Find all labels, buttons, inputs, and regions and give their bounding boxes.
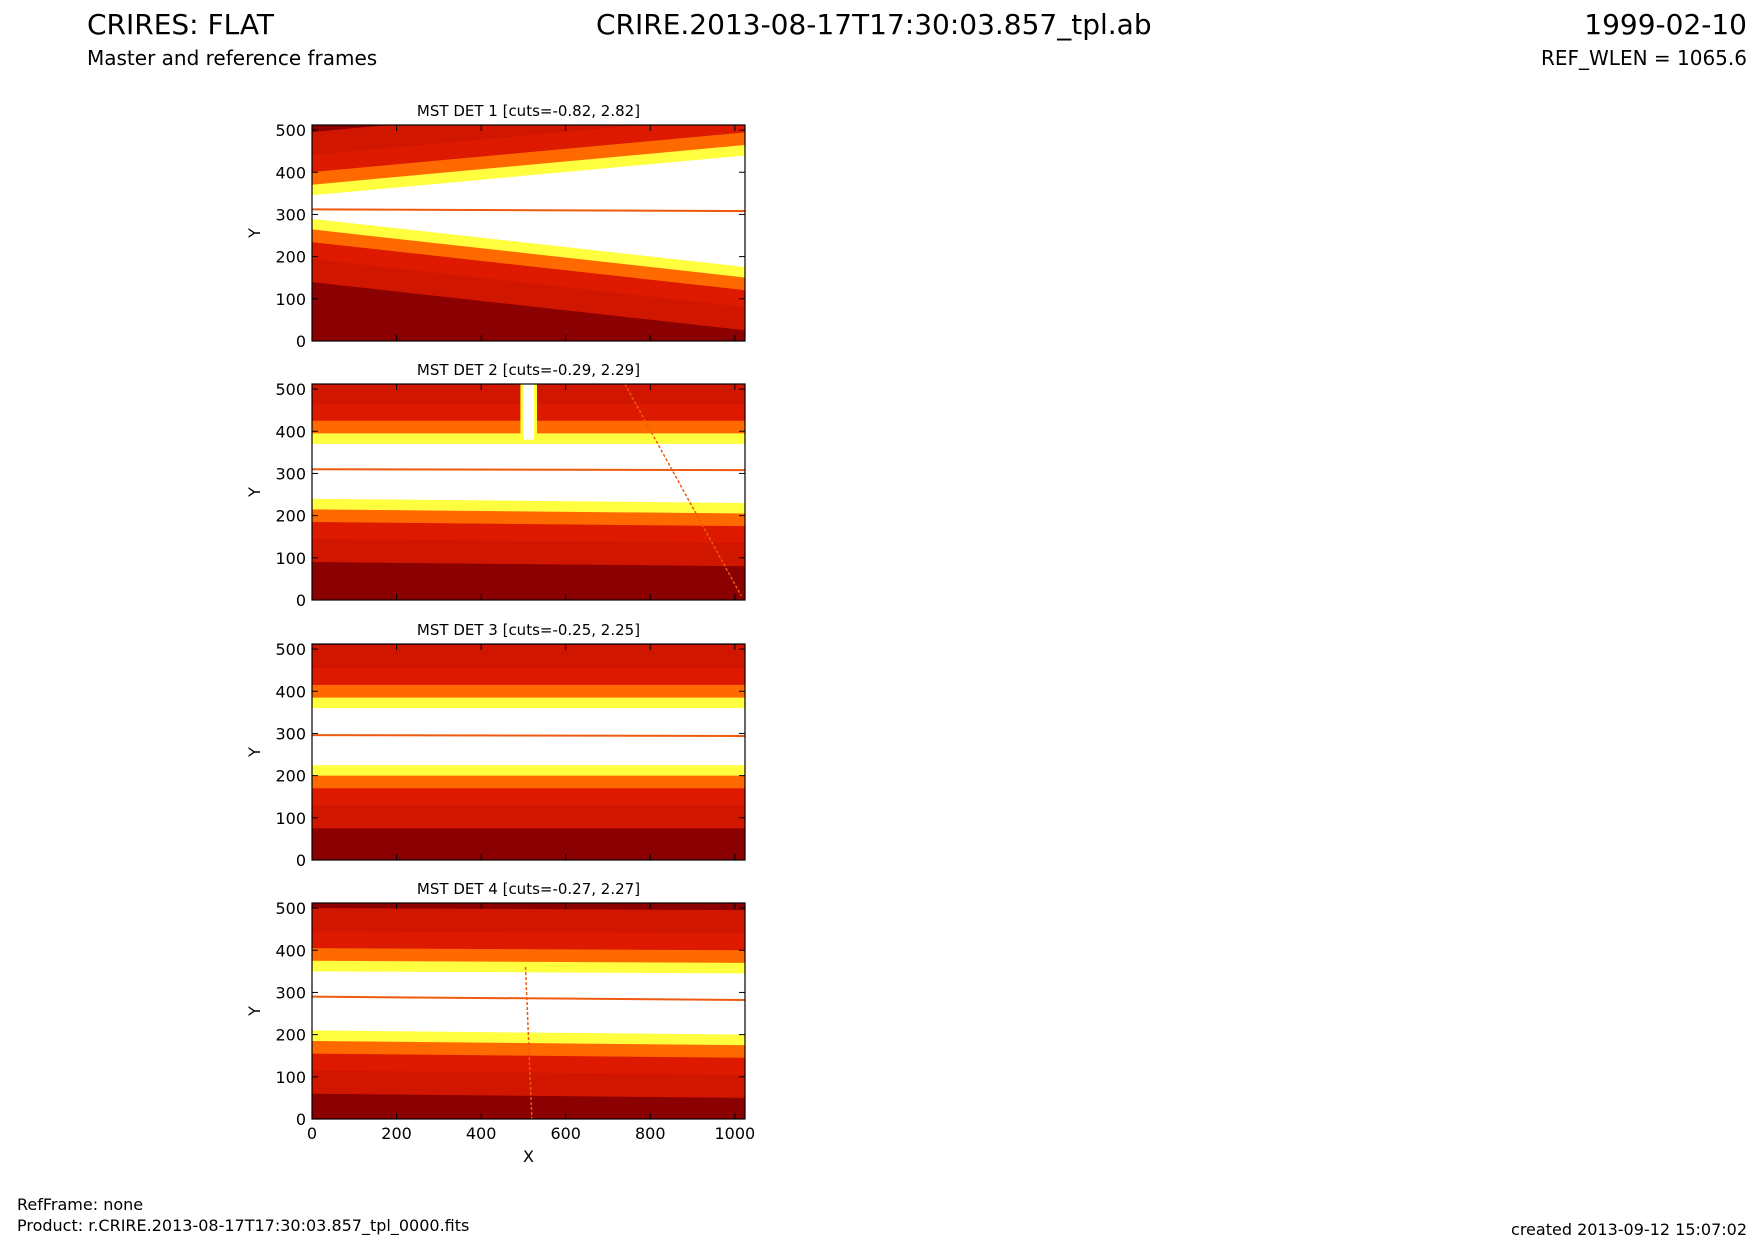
x-tick-label: 400: [466, 1124, 497, 1143]
y-tick-label: 300: [275, 724, 306, 743]
y-tick-label: 400: [275, 422, 306, 441]
plot-title: MST DET 1 [cuts=-0.82, 2.82]: [417, 102, 640, 120]
created-label: created 2013-09-12 15:07:02: [1511, 1220, 1747, 1239]
x-tick-label: 800: [635, 1124, 666, 1143]
plot-frame: [311, 643, 746, 861]
y-tick-label: 200: [275, 248, 306, 267]
band-layer: [312, 155, 745, 267]
page-title: CRIRES: FLAT: [87, 8, 274, 41]
band-layer: [312, 443, 745, 503]
plot-title: MST DET 4 [cuts=-0.27, 2.27]: [417, 880, 640, 898]
plot-frame: [311, 902, 746, 1120]
y-tick-label: 0: [296, 591, 306, 610]
heatmap-4: [312, 903, 745, 1119]
y-tick-label: 400: [275, 682, 306, 701]
plot-title: MST DET 3 [cuts=-0.25, 2.25]: [417, 621, 640, 639]
x-tick-label: 0: [307, 1124, 317, 1143]
horizontal-line-feature: [312, 208, 745, 213]
y-axis-label: Y: [245, 487, 264, 498]
horizontal-line-feature: [312, 995, 745, 1002]
diagonal-line-feature: [524, 967, 533, 1119]
y-tick-label: 0: [296, 1110, 306, 1129]
diagonal-line-feature: [624, 384, 742, 597]
ref-frame-label: RefFrame: none: [17, 1195, 144, 1214]
horizontal-line-feature: [312, 734, 745, 737]
heatmap-2: [312, 384, 745, 600]
horizontal-line-feature: [312, 468, 745, 472]
y-tick-label: 100: [275, 290, 306, 309]
heatmap-1: [312, 125, 745, 341]
plot-frame: [311, 124, 746, 342]
y-tick-label: 200: [275, 767, 306, 786]
band-layer: [312, 708, 745, 766]
ref-wlen-label: REF_WLEN = 1065.6: [1540, 46, 1747, 70]
page-subtitle: Master and reference frames: [87, 46, 378, 70]
heatmap-3: [312, 644, 745, 860]
product-label: Product: r.CRIRE.2013-08-17T17:30:03.857…: [17, 1216, 470, 1235]
y-tick-label: 100: [275, 549, 306, 568]
y-tick-label: 300: [275, 983, 306, 1002]
y-tick-label: 200: [275, 1026, 306, 1045]
y-tick-label: 200: [275, 507, 306, 526]
y-tick-label: 500: [275, 640, 306, 659]
y-tick-label: 400: [275, 941, 306, 960]
y-axis-label: Y: [245, 1006, 264, 1017]
x-tick-label: 600: [550, 1124, 581, 1143]
y-tick-label: 500: [275, 121, 306, 140]
date-title: 1999-02-10: [1584, 8, 1747, 41]
y-tick-label: 100: [275, 809, 306, 828]
y-axis-label: Y: [245, 747, 264, 758]
band-layer: [312, 971, 745, 1035]
y-tick-label: 100: [275, 1068, 306, 1087]
y-tick-label: 0: [296, 332, 306, 351]
y-axis-label: Y: [245, 228, 264, 239]
plot-title: MST DET 2 [cuts=-0.29, 2.29]: [417, 361, 640, 379]
x-tick-label: 1000: [714, 1124, 755, 1143]
y-tick-label: 400: [275, 163, 306, 182]
bright-strip-feature: [523, 384, 534, 440]
y-tick-label: 300: [275, 464, 306, 483]
y-tick-label: 500: [275, 380, 306, 399]
y-tick-label: 0: [296, 851, 306, 870]
y-tick-label: 500: [275, 899, 306, 918]
y-tick-label: 300: [275, 205, 306, 224]
x-axis-label: X: [523, 1147, 534, 1166]
file-title: CRIRE.2013-08-17T17:30:03.857_tpl.ab: [596, 8, 1152, 41]
x-tick-label: 200: [381, 1124, 412, 1143]
plot-frame: [311, 383, 746, 601]
